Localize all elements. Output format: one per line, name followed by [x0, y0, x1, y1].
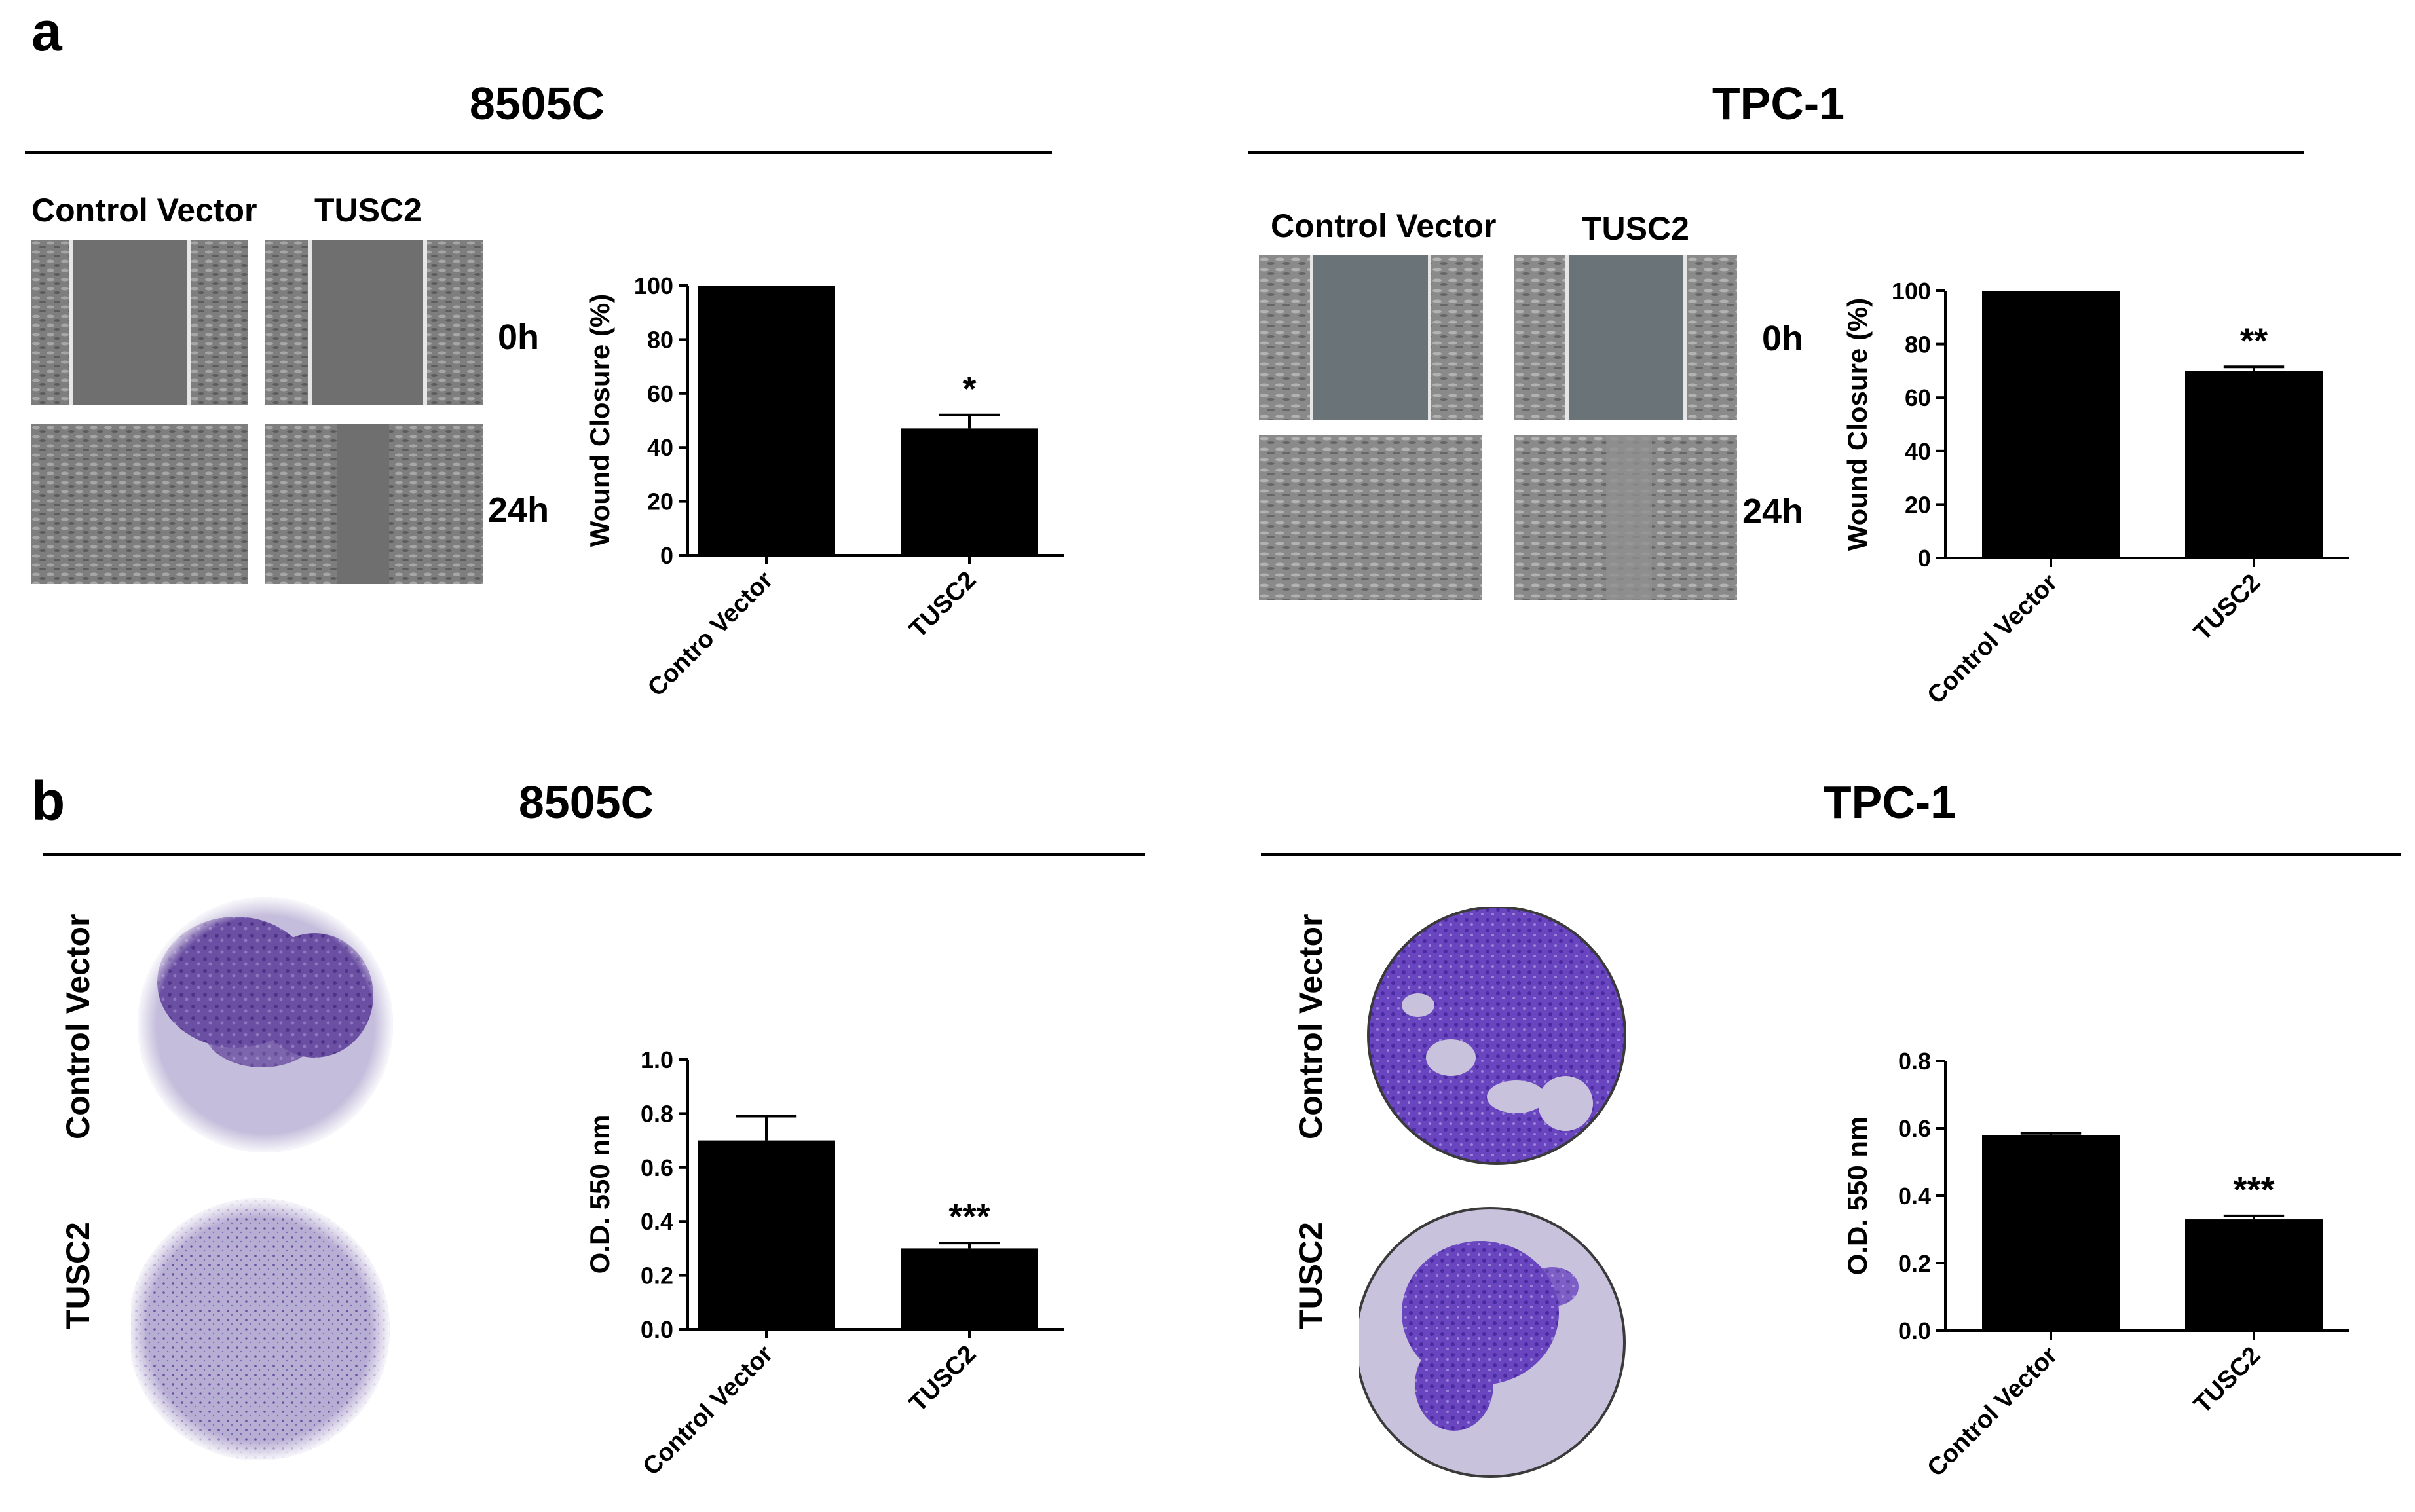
y-tick-label: 0.8: [1898, 1048, 1931, 1075]
a-right-row-label-24h: 24h: [1742, 492, 1804, 531]
a-left-col-label-tusc2: TUSC2: [314, 192, 422, 229]
x-tick-label-1: TUSC2: [905, 1340, 982, 1418]
panel-b-left-title: 8505C: [518, 777, 654, 828]
chart-b-left-od550: 0.0 0.2 0.4 0.6 0.8 1.0 O.D. 550 nm Control Vec…: [584, 1046, 1064, 1481]
bar-0: [698, 286, 835, 555]
panel-letter-a: a: [31, 1, 62, 62]
bar-1: [2185, 1219, 2323, 1331]
y-tick-label: 0.2: [641, 1263, 673, 1289]
bar-0: [698, 1140, 835, 1329]
b-left-row-label-tusc2: TUSC2: [60, 1222, 96, 1329]
bar-0: [1982, 1135, 2120, 1331]
b-right-row-label-tusc2: TUSC2: [1292, 1222, 1329, 1329]
y-tick-label: 80: [1905, 331, 1931, 358]
y-tick-label: 0: [1918, 545, 1931, 572]
y-tick-label: 0.4: [641, 1208, 673, 1235]
panel-b-right-title: TPC-1: [1823, 777, 1956, 828]
a-left-col-label-control: Control Vector: [31, 192, 257, 229]
chart-b-right-od550: 0.0 0.2 0.4 0.6 0.8 O.D. 550 nm Control Vector…: [1842, 1048, 2349, 1483]
y-tick-label: 0.4: [1898, 1183, 1931, 1209]
x-tick-label-0: Control Vector: [1922, 569, 2063, 710]
a-right-row-label-0h: 0h: [1762, 319, 1804, 358]
y-tick-label: 100: [1892, 278, 1931, 304]
panel-a-right-rule: [1248, 151, 2304, 154]
micrograph-tusc2-0h: [265, 240, 483, 405]
significance-1: *: [962, 369, 976, 409]
a-left-row-label-24h: 24h: [488, 490, 550, 530]
y-axis-label: O.D. 550 nm: [1842, 1116, 1873, 1276]
x-tick-label-0: Contro Vector: [643, 566, 779, 703]
bar-1: [901, 428, 1038, 555]
a-left-row-label-0h: 0h: [498, 318, 540, 357]
a-right-col-label-control: Control Vector: [1271, 208, 1497, 244]
y-tick-label: 0.0: [1898, 1318, 1931, 1344]
y-tick-label: 40: [647, 434, 673, 461]
y-tick-label: 0: [660, 542, 673, 569]
bar-1: [901, 1248, 1038, 1329]
y-axis-label: Wound Closure (%): [584, 294, 615, 547]
y-tick-label: 0.0: [641, 1316, 673, 1343]
micrograph-control-24h: [31, 424, 248, 584]
micrograph-control-0h: [31, 240, 248, 405]
well-8505c-tusc2: [131, 1198, 390, 1460]
y-axis-label: O.D. 550 nm: [584, 1115, 615, 1274]
x-tick-label-1: TUSC2: [2189, 569, 2266, 646]
a-right-micrographs: [1259, 255, 1737, 600]
well-8505c-control: [138, 897, 393, 1152]
a-left-micrographs: [31, 240, 483, 584]
x-tick-label-0: Control Vector: [1922, 1342, 2063, 1483]
bar-0: [1982, 291, 2120, 558]
panel-b-right-rule: [1261, 853, 2401, 856]
y-tick-label: 80: [647, 326, 673, 353]
panel-b-left-rule: [43, 853, 1145, 856]
y-tick-label: 1.0: [641, 1046, 673, 1073]
significance-1: ***: [2233, 1170, 2274, 1209]
significance-1: **: [2240, 321, 2268, 360]
x-tick-label-1: TUSC2: [2189, 1342, 2266, 1419]
y-tick-label: 100: [634, 272, 673, 299]
well-tpc1-control: [1367, 907, 1626, 1165]
a-right-col-label-tusc2: TUSC2: [1582, 210, 1689, 247]
y-tick-label: 60: [647, 380, 673, 407]
micrograph-tpc1-tusc2-0h: [1514, 255, 1737, 420]
micrograph-tusc2-24h: [265, 424, 483, 584]
y-tick-label: 60: [1905, 384, 1931, 411]
y-tick-label: 0.6: [641, 1154, 673, 1181]
y-axis-label: Wound Closure (%): [1842, 298, 1873, 551]
y-tick-label: 0.8: [641, 1100, 673, 1127]
well-tpc1-tusc2: [1359, 1207, 1626, 1478]
significance-1: ***: [948, 1197, 990, 1236]
chart-a-left-wound-closure: 0 20 40 60 80 100 Wound Closure (%) Contro Vect…: [584, 272, 1064, 703]
panel-a-left-title: 8505C: [469, 78, 605, 129]
b-right-colony-wells: [1359, 907, 1626, 1478]
y-tick-label: 0.6: [1898, 1115, 1931, 1142]
chart-a-right-wound-closure: 0 20 40 60 80 100 Wound Closure (%) Control Vec…: [1842, 278, 2349, 710]
x-tick-label-0: Control Vector: [638, 1340, 779, 1481]
micrograph-tpc1-control-0h: [1259, 255, 1483, 420]
bar-1: [2185, 371, 2323, 558]
y-tick-label: 0.2: [1898, 1250, 1931, 1277]
panel-a-left-rule: [25, 151, 1052, 154]
x-tick-label-1: TUSC2: [905, 566, 982, 644]
y-tick-label: 20: [1905, 491, 1931, 518]
panel-letter-b: b: [31, 770, 66, 832]
b-left-row-label-control: Control Vector: [60, 913, 96, 1139]
y-tick-label: 20: [647, 489, 673, 515]
b-right-row-label-control: Control Vector: [1292, 913, 1329, 1139]
panel-a-right-title: TPC-1: [1712, 78, 1845, 129]
y-tick-label: 40: [1905, 438, 1931, 465]
b-left-colony-wells: [131, 897, 393, 1460]
micrograph-tpc1-tusc2-24h: [1514, 435, 1737, 600]
micrograph-tpc1-control-24h: [1259, 435, 1482, 600]
